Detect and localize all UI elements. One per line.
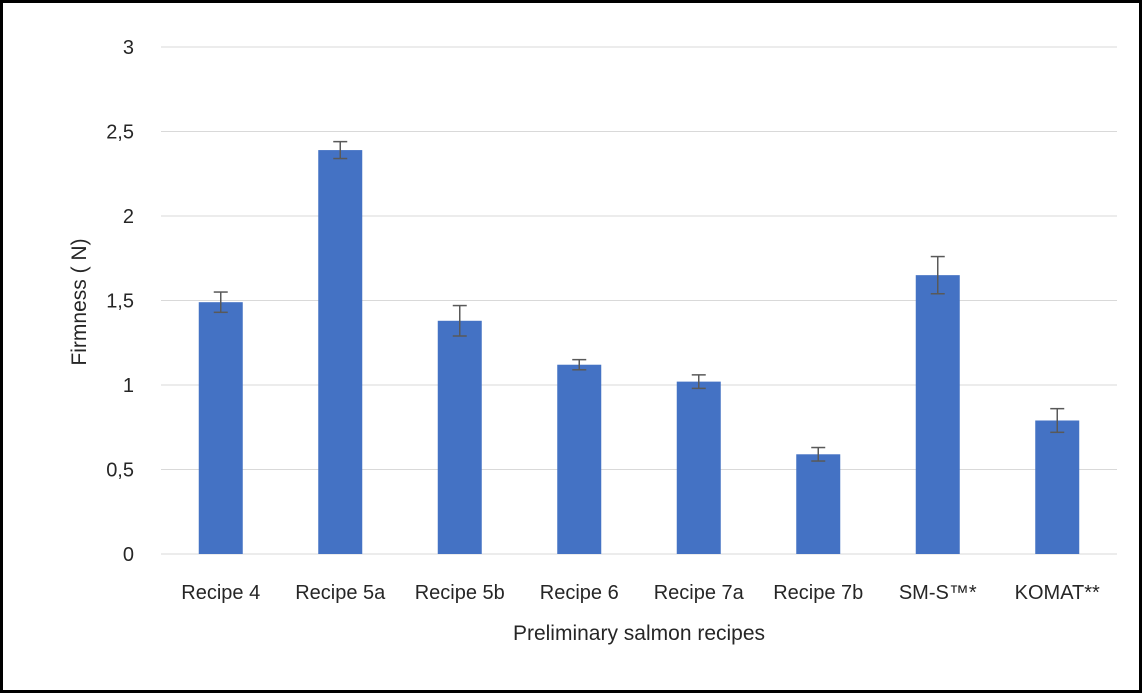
y-axis-title: Firmness ( N) (68, 238, 91, 365)
error-bar (930, 255, 945, 295)
y-tick-label: 2,5 (106, 122, 134, 144)
bars (198, 150, 1080, 554)
bar (437, 320, 482, 554)
x-tick-label: Recipe 7a (654, 582, 745, 604)
bar (318, 150, 363, 554)
bar (1035, 420, 1080, 554)
y-tick-label: 2 (123, 206, 134, 228)
x-axis-title: Preliminary salmon recipes (513, 622, 765, 645)
error-bar (691, 374, 706, 390)
x-tick-label: Recipe 6 (540, 582, 619, 604)
bar (915, 275, 960, 554)
x-tick-label: Recipe 4 (181, 582, 260, 604)
bar (676, 381, 721, 554)
y-tick-label: 0 (123, 544, 134, 566)
y-tick-labels: 0 0,5 1 1,5 2 2,5 3 (106, 37, 134, 566)
bar (198, 302, 243, 554)
error-bar (811, 446, 826, 462)
x-tick-label: Recipe 5a (295, 582, 386, 604)
x-tick-label: Recipe 7b (773, 582, 863, 604)
bar (796, 454, 841, 554)
gridlines (161, 46, 1117, 555)
bar (557, 364, 602, 554)
y-tick-label: 0,5 (106, 460, 134, 482)
error-bar (213, 291, 228, 314)
bar-chart: 0 0,5 1 1,5 2 2,5 3 Recipe 4 Recipe 5a Recipe 5b… (68, 37, 1117, 645)
y-tick-label: 3 (123, 37, 134, 59)
x-tick-labels: Recipe 4 Recipe 5a Recipe 5b Recipe 6 Recipe… (181, 582, 1100, 604)
y-tick-label: 1 (123, 375, 134, 397)
error-bar (333, 140, 348, 160)
error-bar (452, 304, 467, 337)
y-tick-label: 1,5 (106, 291, 134, 313)
error-bars (213, 140, 1065, 462)
x-tick-label: SM-S™* (899, 582, 977, 604)
error-bar (1050, 407, 1065, 434)
error-bar (572, 358, 587, 371)
x-tick-label: Recipe 5b (415, 582, 505, 604)
x-tick-label: KOMAT** (1015, 582, 1100, 604)
